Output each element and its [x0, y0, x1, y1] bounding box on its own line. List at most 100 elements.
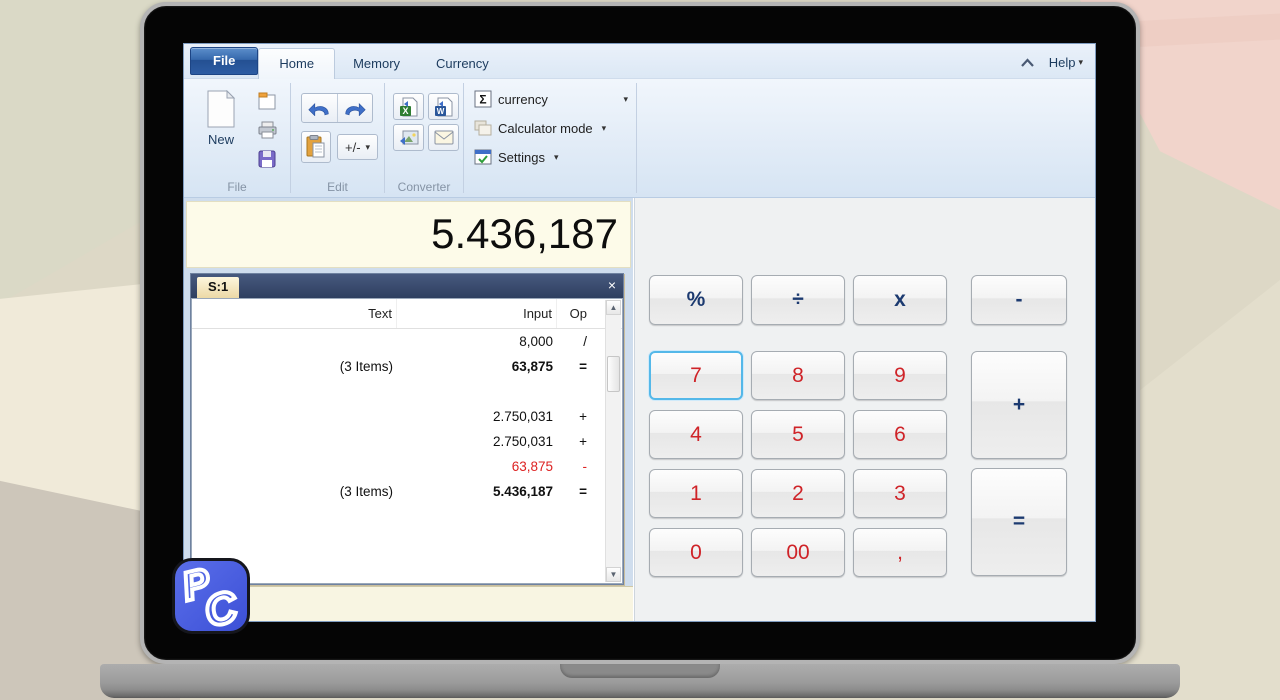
key-3[interactable]: 3	[853, 469, 947, 518]
print-icon	[258, 121, 276, 139]
key-1[interactable]: 1	[649, 469, 743, 518]
save-button[interactable]	[255, 147, 279, 171]
settings-dropdown[interactable]: Settings ▾	[474, 146, 630, 168]
key-divide[interactable]: ÷	[751, 275, 845, 325]
column-header-text[interactable]: Text	[192, 299, 397, 328]
tape-scrollbar[interactable]: ▲ ▼	[605, 300, 621, 582]
file-mini-buttons	[255, 87, 279, 197]
chevron-down-icon: ▾	[601, 122, 607, 133]
key-comma[interactable]: ,	[853, 528, 947, 577]
help-area: Help ▾	[1008, 55, 1095, 78]
tape-cell-text: (3 Items)	[339, 359, 393, 374]
group-label-file: File	[227, 180, 247, 194]
keypad-row: 0 00,	[649, 528, 947, 577]
tab-bar: File Home Memory Currency Help ▾	[184, 44, 1095, 79]
key-5[interactable]: 5	[751, 410, 845, 459]
column-header-op[interactable]: Op	[569, 306, 587, 321]
keypad-panel: % ÷ x 7 8 9 4 5 6 1 2 3 0 00, - + =	[633, 198, 1095, 621]
tape-cell-text: (3 Items)	[339, 484, 393, 499]
tape-tab[interactable]: S:1	[197, 277, 240, 298]
calculator-display: 5.436,187	[186, 201, 631, 268]
save-icon	[258, 150, 276, 168]
help-menu[interactable]: Help ▾	[1049, 55, 1083, 70]
help-label: Help	[1048, 55, 1076, 70]
left-pane: 5.436,187 S:1 × Text Input Op 8,000 / (3 I…	[184, 198, 633, 621]
svg-text:Σ: Σ	[479, 93, 486, 107]
close-icon[interactable]: ×	[607, 277, 616, 293]
new-button-label: New	[207, 132, 234, 147]
ribbon: New	[184, 79, 1095, 198]
export-image-icon	[399, 130, 418, 145]
redo-icon	[345, 102, 366, 116]
undo-redo-buttons	[301, 93, 373, 123]
tape-cell-input: 63,875	[511, 459, 553, 474]
key-9[interactable]: 9	[853, 351, 947, 400]
laptop-base	[100, 664, 1180, 698]
redo-button[interactable]	[338, 94, 373, 122]
settings-label: Settings	[498, 149, 545, 165]
chevron-down-icon: ▾	[1078, 57, 1083, 67]
export-word-button[interactable]: W	[428, 93, 459, 120]
key-8[interactable]: 8	[751, 351, 845, 400]
plus-minus-button[interactable]: +/- ▾	[337, 134, 379, 160]
key-6[interactable]: 6	[853, 410, 947, 459]
key-2[interactable]: 2	[751, 469, 845, 518]
tab-home[interactable]: Home	[258, 48, 336, 79]
new-window-button[interactable]	[255, 89, 279, 113]
calculator-app-window: File Home Memory Currency Help ▾ New	[183, 43, 1096, 622]
new-window-icon	[258, 92, 275, 110]
paste-button[interactable]	[301, 131, 331, 163]
logo-letter-c: C	[197, 580, 244, 634]
ribbon-separator	[636, 83, 637, 193]
calculator-mode-label: Calculator mode	[498, 120, 593, 136]
ribbon-group-converter: X W	[385, 79, 463, 197]
export-excel-button[interactable]: X	[393, 93, 424, 120]
settings-icon	[474, 149, 492, 165]
key-double-zero[interactable]: 00	[751, 528, 845, 577]
tab-memory[interactable]: Memory	[353, 56, 401, 71]
collapse-ribbon-icon[interactable]	[1020, 57, 1035, 68]
export-word-icon: W	[434, 97, 452, 116]
column-header-input[interactable]: Input	[397, 299, 557, 328]
tab-file[interactable]: File	[190, 47, 259, 75]
key-percent[interactable]: %	[649, 275, 743, 325]
ribbon-group-options: Σ currency ▾ Calculator mode ▾ S	[464, 79, 636, 197]
scroll-up-icon[interactable]: ▲	[606, 300, 621, 315]
calculator-mode-dropdown[interactable]: Calculator mode ▾	[474, 117, 630, 139]
tape-window: S:1 × Text Input Op 8,000 / (3 Items) 63,87…	[190, 273, 624, 585]
currency-dropdown[interactable]: Σ currency ▾	[474, 88, 630, 110]
new-button[interactable]: New	[195, 87, 247, 197]
tape-cell-op: -	[582, 459, 588, 474]
key-7[interactable]: 7	[649, 351, 743, 400]
export-email-button[interactable]	[428, 124, 459, 151]
currency-label: currency	[498, 91, 548, 107]
ribbon-separator	[290, 83, 291, 193]
keypad-side: - + =	[971, 275, 1067, 585]
key-minus[interactable]: -	[971, 275, 1067, 325]
key-plus[interactable]: +	[971, 351, 1067, 459]
key-multiply[interactable]: x	[853, 275, 947, 325]
export-image-button[interactable]	[393, 124, 424, 151]
print-button[interactable]	[255, 118, 279, 142]
pc-logo: P C	[172, 558, 250, 634]
tape-cell-input: 63,875	[511, 359, 553, 374]
key-4[interactable]: 4	[649, 410, 743, 459]
scroll-down-icon[interactable]: ▼	[606, 567, 621, 582]
tab-currency[interactable]: Currency	[436, 56, 489, 71]
tape-row: 63,875 -	[192, 454, 622, 479]
tape-row: 2.750,031 +	[192, 429, 622, 454]
key-0[interactable]: 0	[649, 528, 743, 577]
tape-cell-input: 2.750,031	[492, 434, 553, 449]
tape-cell-op: =	[579, 359, 587, 374]
export-excel-icon: X	[399, 97, 417, 116]
key-equals[interactable]: =	[971, 468, 1067, 576]
tape-row	[192, 379, 622, 404]
tape-cell-op: +	[579, 409, 587, 424]
tape-cell-input: 5.436,187	[492, 484, 553, 499]
tape-row: (3 Items) 63,875 =	[192, 354, 622, 379]
scrollbar-thumb[interactable]	[607, 356, 620, 392]
tape-titlebar: S:1 ×	[191, 274, 623, 298]
keypad-row: % ÷ x	[649, 275, 947, 325]
undo-icon	[308, 102, 329, 116]
undo-button[interactable]	[302, 94, 338, 122]
